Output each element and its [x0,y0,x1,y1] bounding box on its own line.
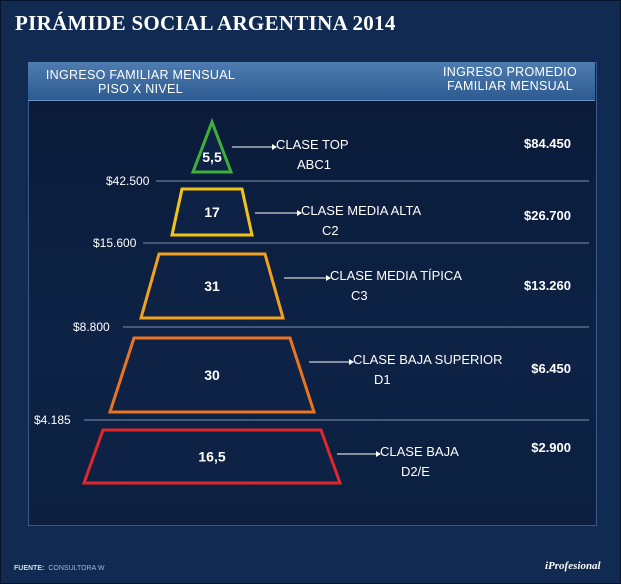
level-value-label: 30 [204,367,220,383]
page-title: PIRÁMIDE SOCIAL ARGENTINA 2014 [15,11,396,35]
pyramid-level [190,117,234,174]
avg-income-label: $13.260 [524,278,571,293]
level-value-label: 31 [204,278,220,294]
level-value-label: 16,5 [198,449,225,465]
header-right-line2: FAMILIAR MENSUAL [447,79,573,93]
class-name-label: CLASE BAJA SUPERIOR [353,352,503,367]
class-code-label: C3 [351,288,368,303]
threshold-label: $42.500 [106,174,150,188]
level-value-label: 17 [204,204,220,220]
footer-source-name: CONSULTORA W [48,565,105,572]
footer-label: FUENTE: [14,565,45,572]
header-right: INGRESO PROMEDIO FAMILIAR MENSUAL [425,65,595,93]
header-left: INGRESO FAMILIAR MENSUAL PISO X NIVEL [28,68,253,96]
threshold-label: $4.185 [34,413,71,427]
class-name-label: CLASE BAJA [380,444,459,459]
pointer-arrow-head [272,144,277,150]
class-name-label: CLASE MEDIA TÍPICA [330,268,462,283]
pointer-arrow-head [349,359,354,365]
header-left-line1: INGRESO FAMILIAR MENSUAL [45,68,236,82]
threshold-label: $15.600 [93,236,137,250]
avg-income-label: $6.450 [531,361,571,376]
avg-income-label: $26.700 [524,208,571,223]
pointer-arrow-head [297,210,302,216]
class-code-label: C2 [322,223,339,238]
pointer-arrow-head [326,275,331,281]
level-value-label: 5,5 [202,149,222,165]
class-code-label: ABC1 [297,157,331,172]
header-left-line2: PISO X NIVEL [98,82,183,96]
pyramid-level [170,187,254,237]
brand-logo: iProfesional [545,560,601,572]
class-name-label: CLASE TOP [276,137,349,152]
avg-income-label: $2.900 [531,440,571,455]
threshold-label: $8.800 [73,320,110,334]
pyramid-level [81,428,343,485]
pointer-arrow-head [376,451,381,457]
header-bar [28,62,595,101]
pyramid-level [139,252,285,320]
class-name-label: CLASE MEDIA ALTA [301,203,422,218]
pyramid-level [107,336,317,414]
avg-income-label: $84.450 [524,136,571,151]
class-code-label: D2/E [401,464,430,479]
class-code-label: D1 [374,372,391,387]
header-right-line1: INGRESO PROMEDIO [443,65,577,79]
footer-source: FUENTE: CONSULTORA W [14,565,104,572]
